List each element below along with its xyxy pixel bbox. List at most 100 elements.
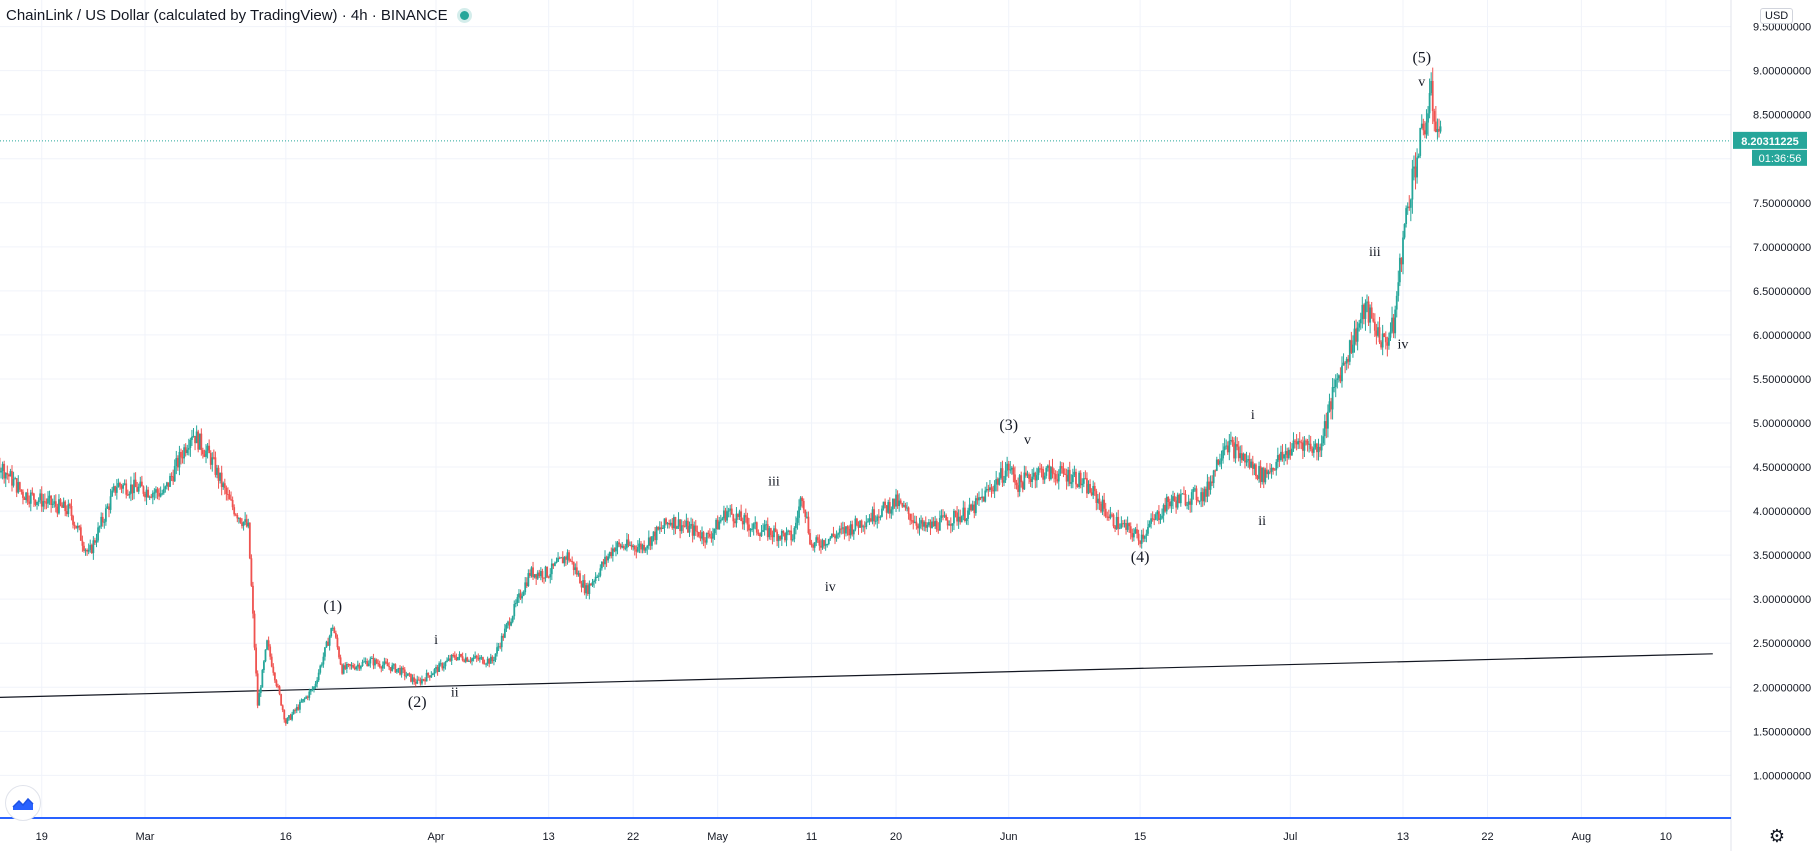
candle-body [1198, 500, 1201, 502]
candle-body [1031, 476, 1034, 483]
candle-body [1383, 333, 1386, 337]
symbol-title[interactable]: ChainLink / US Dollar (calculated by Tra… [6, 7, 338, 24]
price-tick-label: 8.50000000 [1753, 110, 1811, 122]
candle-body [480, 657, 483, 659]
candle-body [835, 534, 838, 539]
candle-body [342, 665, 345, 674]
candle-body [217, 467, 220, 481]
candle-body [993, 484, 996, 492]
candle-body [178, 452, 181, 468]
candle-body [255, 647, 257, 674]
price-tick-label: 3.50000000 [1753, 550, 1811, 562]
candle-body [1261, 467, 1264, 482]
interval-label[interactable]: 4h [350, 7, 368, 24]
candle-body [1197, 500, 1199, 502]
candle-body [70, 505, 73, 517]
candle-body [632, 545, 635, 548]
candle-body [892, 498, 894, 510]
candle-body [1281, 451, 1284, 459]
candle-body [417, 679, 420, 681]
candle-body [1308, 443, 1311, 445]
candle-body [1400, 257, 1403, 265]
candle-body [33, 493, 35, 500]
header-separator: · [337, 7, 351, 24]
candle-body [158, 492, 160, 497]
candle-body [203, 454, 206, 457]
candle-body [946, 520, 949, 526]
candle-body [1061, 466, 1063, 469]
candle-body [1009, 469, 1012, 471]
candle-body [424, 679, 426, 682]
candle-body [582, 580, 585, 588]
tradingview-logo-icon[interactable] [5, 785, 41, 821]
candle-body [1408, 206, 1411, 208]
candle-body [984, 490, 987, 502]
candle-body [1126, 523, 1129, 530]
candle-body [1021, 482, 1024, 490]
candle-body [1114, 526, 1116, 530]
candle-body [999, 468, 1002, 478]
candle-body [381, 664, 384, 669]
wave-label: ii [451, 686, 459, 701]
candle-body [586, 585, 589, 594]
candle-body [949, 524, 952, 526]
candle-body [84, 549, 87, 551]
candle-body [701, 532, 703, 539]
price-tick-label: 7.00000000 [1753, 242, 1811, 254]
candle-body [716, 519, 719, 530]
candle-body [136, 487, 139, 492]
candle-body [1289, 449, 1292, 456]
candle-body [478, 657, 481, 660]
price-tick-label: 1.00000000 [1753, 770, 1811, 782]
candle-body [1062, 468, 1065, 474]
candle-body [602, 561, 605, 565]
candle-body [935, 520, 938, 530]
candle-body [1140, 534, 1143, 544]
wave-label: iv [1398, 338, 1409, 353]
candle-body [874, 520, 877, 522]
candle-body [765, 524, 768, 526]
candle-body [126, 494, 129, 496]
candle-body [1417, 155, 1420, 158]
candle-body [367, 663, 370, 667]
currency-button[interactable]: USD [1760, 8, 1794, 24]
candle-body [145, 489, 148, 498]
candle-body [1139, 540, 1142, 544]
candle-body [932, 521, 935, 527]
candle-body [264, 649, 267, 662]
candle-body [237, 517, 240, 519]
candle-body [909, 513, 912, 521]
candle-body [685, 520, 688, 527]
candle-body [1397, 282, 1400, 296]
candle-body [676, 526, 678, 529]
candle-body [1120, 523, 1123, 528]
candle-body [353, 667, 356, 670]
candle-body [721, 518, 724, 520]
candle-body [604, 556, 606, 565]
gear-icon[interactable]: ⚙ [1768, 826, 1785, 846]
candle-body [599, 568, 602, 576]
candle-body [1136, 529, 1138, 534]
candle-body [1434, 121, 1437, 132]
candle-body [1170, 501, 1173, 507]
candle-body [1250, 461, 1253, 468]
candle-body [926, 524, 929, 528]
candle-body [411, 677, 414, 682]
candle-body [184, 447, 187, 454]
candle-body [1359, 319, 1362, 324]
candle-body [266, 640, 268, 650]
candle-body [491, 656, 494, 662]
candle-body [1076, 484, 1079, 487]
candle-body [527, 573, 530, 587]
candle-body [1201, 492, 1204, 502]
candle-body [519, 593, 522, 599]
candle-body [25, 492, 27, 500]
candle-body [294, 709, 297, 711]
candle-body [546, 566, 549, 577]
candle-body [737, 513, 739, 517]
candle-body [1193, 488, 1196, 490]
header-separator: · [367, 7, 381, 24]
candle-body [98, 526, 101, 528]
candle-body [1258, 466, 1260, 479]
